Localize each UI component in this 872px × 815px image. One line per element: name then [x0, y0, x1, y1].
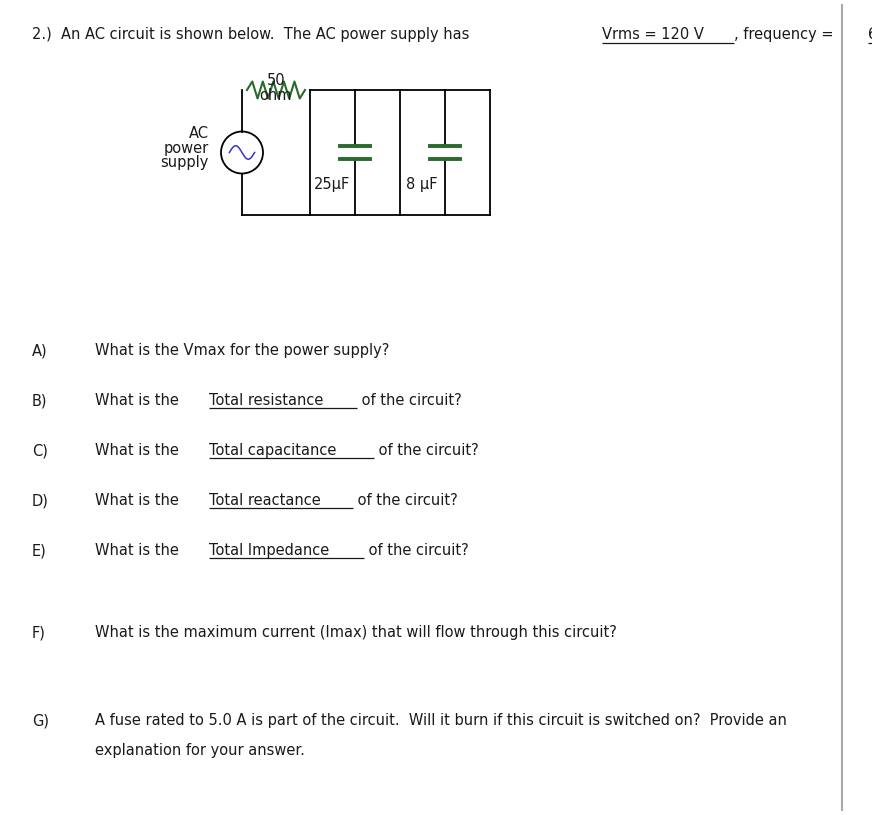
Text: of the circuit?: of the circuit?: [373, 443, 479, 458]
Text: What is the: What is the: [95, 493, 183, 508]
Text: What is the maximum current (Imax) that will flow through this circuit?: What is the maximum current (Imax) that …: [95, 625, 617, 640]
Text: B): B): [32, 393, 47, 408]
Text: of the circuit?: of the circuit?: [357, 393, 461, 408]
Text: 60 Hz: 60 Hz: [869, 27, 872, 42]
Text: Total capacitance: Total capacitance: [209, 443, 337, 458]
Text: C): C): [32, 443, 48, 458]
Text: What is the: What is the: [95, 393, 183, 408]
Text: power: power: [164, 140, 209, 156]
Text: F): F): [32, 625, 46, 640]
Text: What is the Vmax for the power supply?: What is the Vmax for the power supply?: [95, 343, 390, 358]
Text: A): A): [32, 343, 48, 358]
Text: explanation for your answer.: explanation for your answer.: [95, 743, 305, 758]
Text: 8 μF: 8 μF: [406, 178, 438, 192]
Text: of the circuit?: of the circuit?: [364, 543, 469, 558]
Text: D): D): [32, 493, 49, 508]
Text: Vrms = 120 V: Vrms = 120 V: [603, 27, 705, 42]
Text: 2.)  An AC circuit is shown below.  The AC power supply has: 2.) An AC circuit is shown below. The AC…: [32, 27, 474, 42]
Text: ohm: ohm: [260, 88, 292, 103]
Text: AC: AC: [189, 126, 209, 140]
Text: , frequency =: , frequency =: [733, 27, 838, 42]
Text: 25μF: 25μF: [314, 178, 350, 192]
Text: What is the: What is the: [95, 543, 183, 558]
Text: Total reactance: Total reactance: [209, 493, 321, 508]
Text: What is the: What is the: [95, 443, 183, 458]
Text: G): G): [32, 713, 49, 728]
Text: of the circuit?: of the circuit?: [353, 493, 458, 508]
Text: supply: supply: [160, 156, 209, 170]
Text: Total Impedance: Total Impedance: [209, 543, 330, 558]
Text: 50: 50: [267, 73, 285, 88]
Text: Total resistance: Total resistance: [209, 393, 324, 408]
Text: A fuse rated to 5.0 A is part of the circuit.  Will it burn if this circuit is s: A fuse rated to 5.0 A is part of the cir…: [95, 713, 787, 728]
Text: E): E): [32, 543, 47, 558]
